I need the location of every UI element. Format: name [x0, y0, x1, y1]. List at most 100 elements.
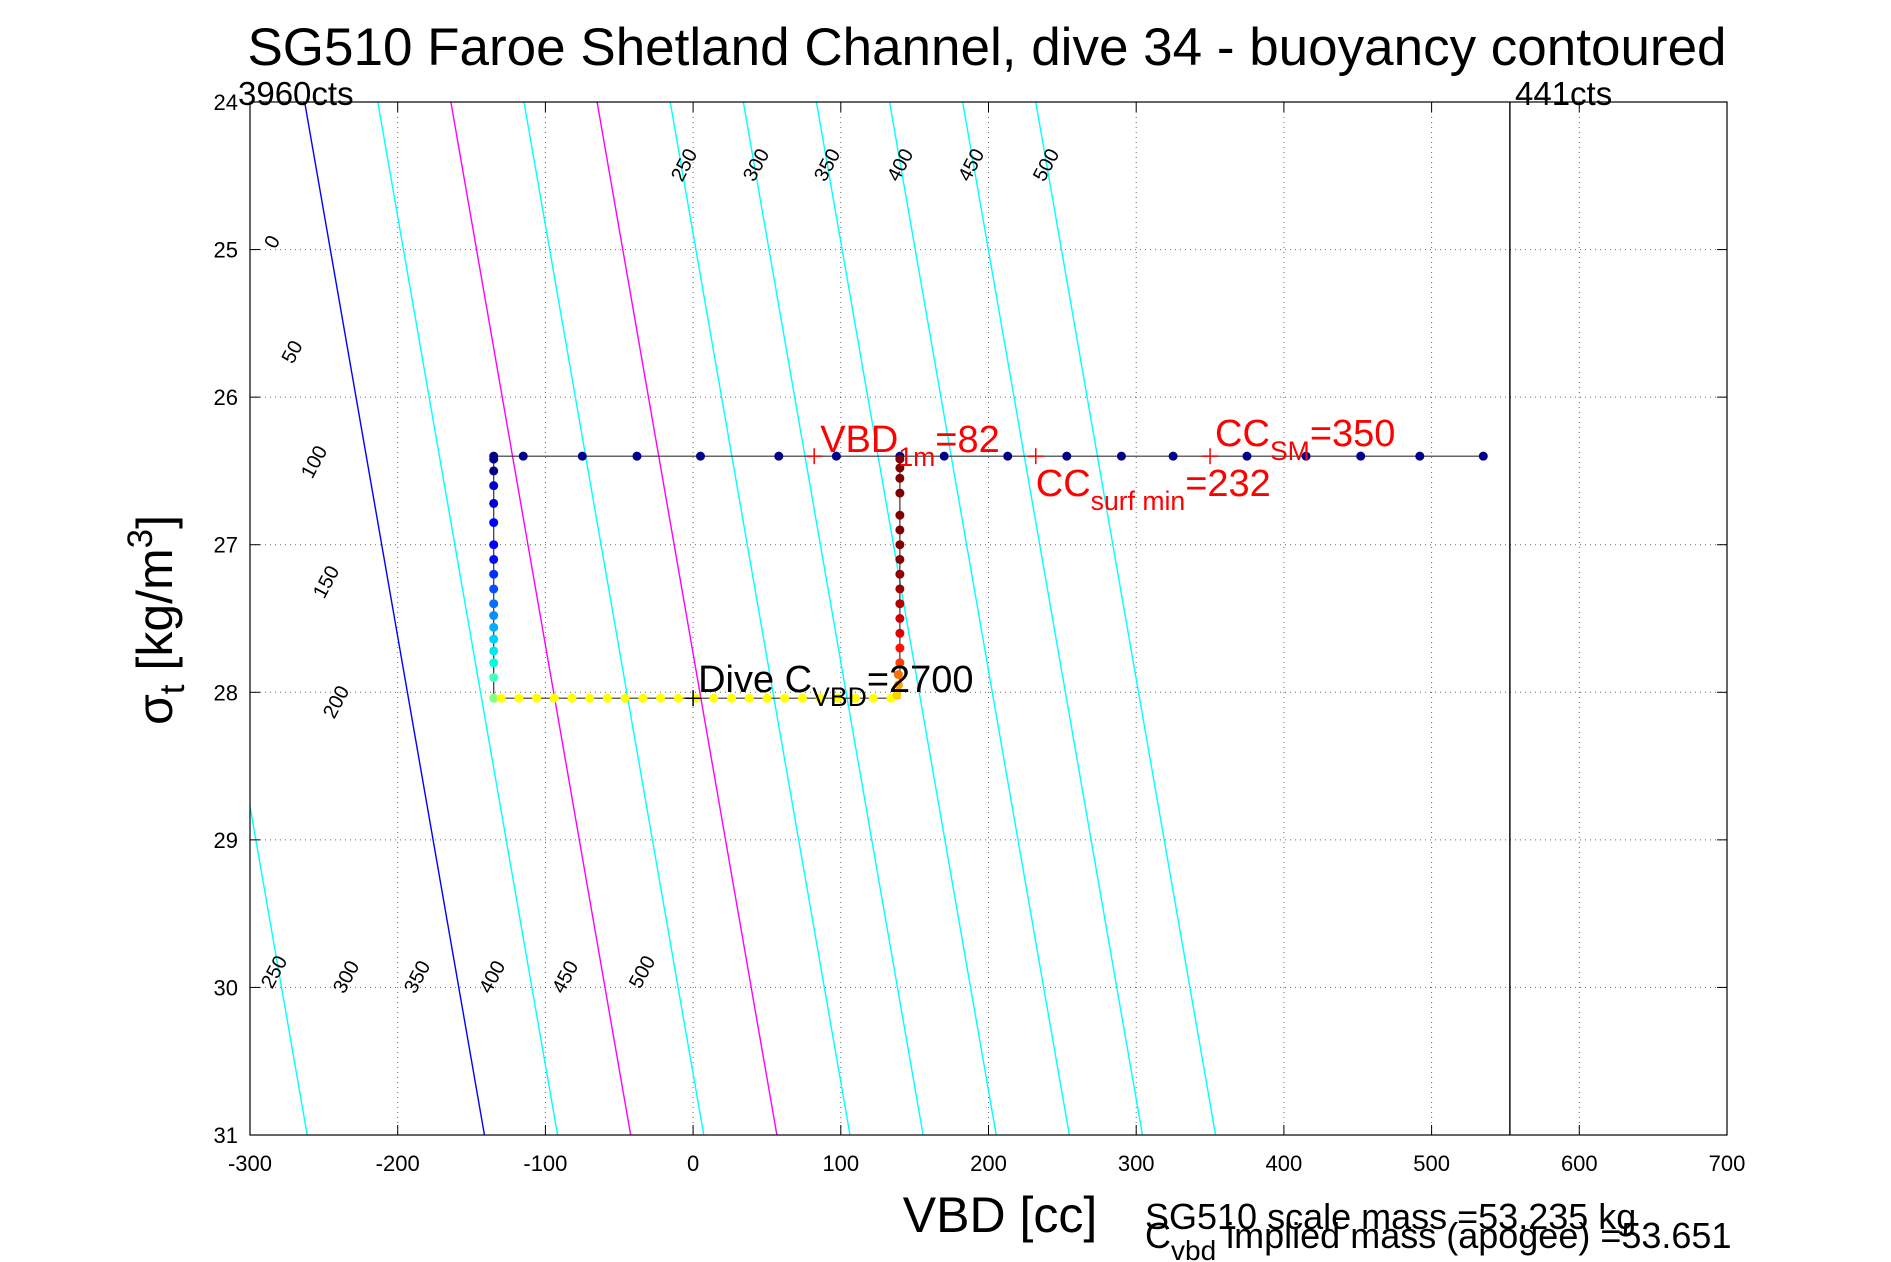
data-point-descent_left_column	[489, 673, 499, 683]
y-axis-label-symbol: σ	[127, 694, 183, 725]
data-point-surface_top	[1003, 451, 1013, 461]
data-point-bottom_row	[549, 693, 559, 703]
corner-label-right: 441cts	[1515, 75, 1612, 112]
data-point-descent_left_column	[489, 466, 499, 476]
data-point-surface_top	[1478, 451, 1488, 461]
annotation-cc_sm-subscript: SM	[1270, 436, 1310, 466]
data-point-descent_left_column	[489, 454, 499, 464]
contour-line-100	[450, 102, 632, 1135]
data-point-bottom_row	[868, 693, 878, 703]
data-point-bottom_row	[638, 693, 648, 703]
x-tick-label: 600	[1561, 1151, 1598, 1176]
data-point-surface_top	[1415, 451, 1425, 461]
data-point-bottom_row	[727, 693, 737, 703]
x-axis-label: VBD [cc]	[903, 1187, 1097, 1243]
data-point-descent_left_column	[489, 693, 499, 703]
footer-implied-mass-main: C	[1145, 1215, 1171, 1256]
x-tick-label: 200	[970, 1151, 1007, 1176]
contour-line-500	[1035, 102, 1217, 1135]
y-axis-label: σt [kg/m3]	[121, 515, 192, 725]
annotation-cc_sm-main: CC	[1215, 413, 1270, 455]
data-point-bottom_row	[709, 693, 719, 703]
data-point-surface_top	[1242, 451, 1252, 461]
data-point-bottom_row	[762, 693, 772, 703]
data-point-ascent_right_column	[895, 554, 905, 564]
x-tick-label: 100	[822, 1151, 859, 1176]
data-point-descent_left_column	[489, 498, 499, 508]
data-point-bottom_row	[851, 693, 861, 703]
annotation-vbd-main: VBD	[820, 419, 898, 461]
data-point-bottom_row	[780, 693, 790, 703]
footer-implied-mass-tail: implied mass (apogee) =53.651	[1216, 1215, 1731, 1256]
data-point-ascent_right_column	[895, 628, 905, 638]
axes: -300 -200 -100 0 100 200 300 400 500 600 700 24 25 26…	[214, 90, 1746, 1176]
data-point-ascent_right_column	[895, 463, 905, 473]
contour-line-450	[961, 102, 1144, 1135]
data-point-ascent_right_column	[892, 690, 902, 700]
data-point-bottom_row	[815, 693, 825, 703]
data-point-ascent_right_column	[895, 473, 905, 483]
data-point-descent_left_column	[489, 634, 499, 644]
data-point-surface_top	[774, 451, 784, 461]
data-point-ascent_right_column	[895, 569, 905, 579]
contour-line-300	[742, 102, 924, 1135]
contour-line-500	[250, 802, 308, 1135]
data-point-surface_top	[1116, 451, 1126, 461]
data-point-bottom_row	[602, 693, 612, 703]
chart-title: SG510 Faroe Shetland Channel, dive 34 - …	[247, 18, 1726, 77]
annotation-vbd: VBD1m=82	[820, 419, 1000, 472]
x-tick-label: -200	[376, 1151, 420, 1176]
data-point-descent_left_column	[489, 646, 499, 656]
dive-trace	[489, 451, 1488, 703]
contour-line-250	[669, 102, 851, 1135]
contour-line-400	[888, 102, 1071, 1135]
annotation-vbd-subscript: 1m	[898, 442, 935, 472]
y-tick-label: 26	[214, 385, 238, 410]
annotation-cc_surf: CCsurf min=232	[1036, 463, 1271, 516]
data-point-descent_left_column	[489, 518, 499, 528]
x-tick-label: 0	[687, 1151, 699, 1176]
data-point-surface_top	[1301, 451, 1311, 461]
annotation-cc_surf-value: =232	[1185, 463, 1271, 505]
y-tick-label: 25	[214, 238, 238, 263]
data-point-bottom_row	[620, 693, 630, 703]
data-point-surface_top	[1356, 451, 1366, 461]
y-tick-label: 24	[214, 90, 238, 115]
data-point-ascent_right_column	[895, 488, 905, 498]
data-point-bottom_row	[585, 693, 595, 703]
data-point-bottom_row	[532, 693, 542, 703]
data-point-descent_left_column	[489, 584, 499, 594]
x-tick-label: 500	[1413, 1151, 1450, 1176]
data-point-descent_left_column	[489, 599, 499, 609]
data-point-bottom_row	[673, 693, 683, 703]
data-point-surface_top	[1168, 451, 1178, 461]
data-point-bottom_row	[797, 693, 807, 703]
data-point-surface_top	[831, 451, 841, 461]
annotation-cc_surf-main: CC	[1036, 463, 1091, 505]
x-tick-label: -100	[523, 1151, 567, 1176]
data-point-ascent_right_column	[895, 643, 905, 653]
data-point-ascent_right_column	[895, 658, 905, 668]
y-tick-label: 29	[214, 828, 238, 853]
data-point-surface_top	[518, 451, 528, 461]
annotation-dive_c-subscript: VBD	[812, 682, 867, 712]
contour-line-350	[815, 102, 997, 1135]
data-point-surface_top	[577, 451, 587, 461]
x-tick-label: 700	[1709, 1151, 1746, 1176]
contour-line-0	[303, 102, 486, 1135]
data-point-ascent_right_column	[893, 680, 903, 690]
data-point-descent_left_column	[489, 611, 499, 621]
data-point-descent_left_column	[489, 481, 499, 491]
data-point-surface_top	[695, 451, 705, 461]
data-point-bottom_row	[514, 693, 524, 703]
y-tick-label: 30	[214, 975, 238, 1000]
data-point-bottom_row	[567, 693, 577, 703]
annotation-cc_surf-subscript: surf min	[1091, 486, 1186, 516]
y-axis-label-close: ]	[127, 515, 183, 529]
data-point-ascent_right_column	[895, 525, 905, 535]
annotation-vbd-value: =82	[935, 419, 999, 461]
y-axis-label-unit: [kg/m	[127, 548, 183, 684]
footer-implied-mass: Cvbd implied mass (apogee) =53.651	[1145, 1215, 1731, 1262]
